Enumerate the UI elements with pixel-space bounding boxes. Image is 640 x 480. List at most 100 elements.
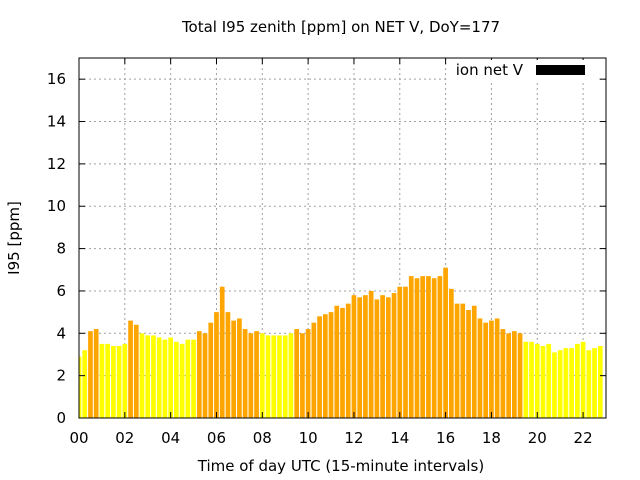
bar bbox=[128, 320, 133, 418]
bar bbox=[111, 346, 116, 418]
bar bbox=[139, 333, 145, 418]
x-tick-label: 22 bbox=[574, 429, 593, 447]
bar bbox=[460, 303, 466, 418]
bar bbox=[305, 329, 311, 418]
bar bbox=[179, 343, 185, 418]
bar bbox=[237, 318, 242, 418]
x-tick-label: 02 bbox=[115, 429, 134, 447]
bar bbox=[340, 307, 345, 418]
y-tick-label: 14 bbox=[47, 113, 66, 131]
y-tick-label: 8 bbox=[56, 240, 66, 258]
bar bbox=[466, 310, 471, 418]
bar bbox=[448, 288, 454, 418]
bar bbox=[93, 329, 99, 418]
bar bbox=[563, 348, 569, 418]
x-tick-label: 20 bbox=[528, 429, 547, 447]
bar bbox=[259, 333, 265, 418]
bar bbox=[529, 341, 534, 418]
y-axis-label: I95 [ppm] bbox=[5, 201, 23, 275]
bar bbox=[443, 267, 448, 418]
bar bbox=[592, 348, 597, 418]
x-tick-label: 14 bbox=[390, 429, 409, 447]
bar bbox=[517, 333, 523, 418]
legend: ion net V bbox=[447, 60, 597, 80]
bar bbox=[511, 331, 517, 418]
bar bbox=[254, 331, 259, 418]
bar bbox=[540, 346, 546, 418]
y-tick-label: 16 bbox=[47, 70, 66, 88]
bar bbox=[575, 343, 580, 418]
x-axis-label: Time of day UTC (15-minute intervals) bbox=[197, 457, 484, 475]
bar bbox=[534, 343, 540, 418]
bar bbox=[408, 276, 414, 418]
bar bbox=[105, 343, 110, 418]
x-tick-label: 00 bbox=[69, 429, 88, 447]
bar bbox=[162, 339, 168, 418]
bar bbox=[414, 278, 420, 418]
bar bbox=[580, 341, 586, 418]
bar bbox=[391, 293, 397, 418]
bar bbox=[506, 333, 511, 418]
bar bbox=[437, 276, 443, 418]
x-axis: 00 02 04 06 08 10 12 14 16 18 20 22 bbox=[69, 58, 593, 447]
bar bbox=[489, 320, 494, 418]
bar bbox=[202, 333, 208, 418]
bar bbox=[214, 312, 219, 418]
bar bbox=[288, 333, 294, 418]
bar bbox=[471, 305, 477, 418]
bar bbox=[586, 350, 592, 418]
bar bbox=[569, 348, 574, 418]
bar bbox=[374, 299, 380, 418]
bar bbox=[431, 278, 437, 418]
bar bbox=[380, 295, 385, 418]
x-tick-label: 16 bbox=[436, 429, 455, 447]
bar bbox=[397, 286, 403, 418]
y-tick-label: 10 bbox=[47, 197, 66, 215]
bar bbox=[174, 341, 179, 418]
bar bbox=[168, 337, 174, 418]
bar bbox=[156, 337, 162, 418]
bar bbox=[597, 346, 603, 418]
bar bbox=[454, 303, 460, 418]
y-tick-label: 6 bbox=[56, 282, 66, 300]
bar bbox=[145, 335, 151, 418]
bar bbox=[420, 276, 426, 418]
bar bbox=[265, 335, 271, 418]
x-tick-label: 06 bbox=[207, 429, 226, 447]
bar bbox=[357, 297, 363, 418]
bar bbox=[185, 339, 191, 418]
bar bbox=[151, 335, 156, 418]
y-tick-label: 2 bbox=[56, 367, 66, 385]
bar bbox=[248, 333, 254, 418]
bar bbox=[225, 312, 231, 418]
bar bbox=[552, 352, 557, 418]
bar bbox=[557, 350, 563, 418]
bar bbox=[99, 343, 105, 418]
bar bbox=[546, 343, 552, 418]
x-tick-label: 12 bbox=[344, 429, 363, 447]
bar bbox=[277, 335, 282, 418]
bar bbox=[322, 314, 328, 418]
bar bbox=[116, 346, 122, 418]
bar bbox=[317, 316, 322, 418]
bar bbox=[363, 295, 368, 418]
bar bbox=[294, 329, 300, 418]
bars bbox=[79, 267, 603, 418]
bar bbox=[208, 322, 214, 418]
bar bbox=[311, 322, 317, 418]
bar bbox=[300, 333, 305, 418]
bar bbox=[368, 290, 374, 418]
bar bbox=[122, 343, 128, 418]
bar bbox=[426, 276, 431, 418]
chart-title: Total I95 zenith [ppm] on NET V, DoY=177 bbox=[181, 18, 500, 36]
bar bbox=[191, 339, 196, 418]
bar bbox=[328, 312, 334, 418]
bar bbox=[403, 286, 408, 418]
bar bbox=[82, 350, 88, 418]
y-axis: 0 2 4 6 8 10 12 14 16 bbox=[47, 70, 606, 427]
bar bbox=[242, 329, 248, 418]
bar bbox=[385, 297, 391, 418]
bar bbox=[271, 335, 277, 418]
bar bbox=[282, 335, 288, 418]
